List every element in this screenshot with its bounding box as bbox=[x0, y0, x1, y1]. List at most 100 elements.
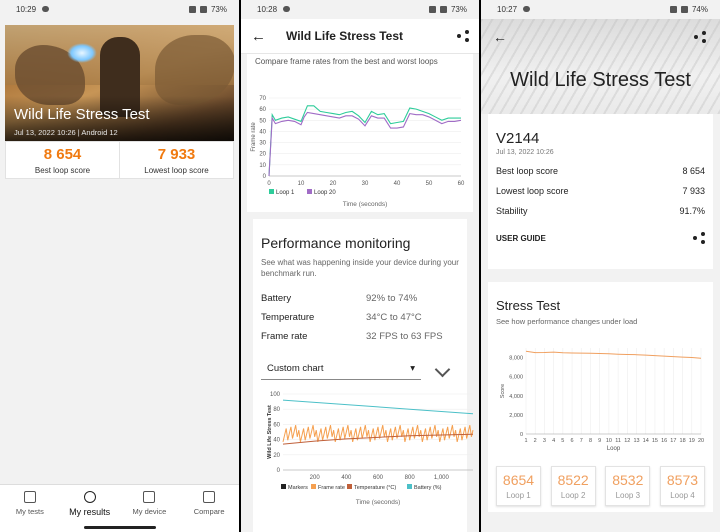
wifi-icon bbox=[669, 6, 677, 13]
y-tick-label: 100 bbox=[270, 392, 281, 398]
y-axis-label: Wild Life Stress Test bbox=[267, 405, 273, 459]
status-bar: 10:28 73% bbox=[241, 0, 479, 19]
back-arrow-icon[interactable]: ← bbox=[493, 29, 507, 45]
legend-label: Loop 1 bbox=[276, 190, 295, 196]
x-tick-label: 40 bbox=[394, 181, 401, 187]
y-tick-label: 2,000 bbox=[509, 413, 523, 419]
y-tick-label: 50 bbox=[259, 118, 266, 124]
loop-card[interactable]: 8654 Loop 1 bbox=[496, 466, 541, 506]
series-line bbox=[268, 105, 461, 177]
y-tick-label: 6,000 bbox=[509, 375, 523, 381]
edit-pencil-icon[interactable] bbox=[434, 361, 451, 377]
legend-label: Temperature (°C) bbox=[354, 485, 396, 491]
battery-percent: 73% bbox=[210, 5, 227, 14]
loop-scores: 8654 Loop 1 8522 Loop 2 8532 Loop 3 8573 Loo… bbox=[496, 466, 705, 506]
performance-desc: See what was happening inside your devic… bbox=[261, 258, 459, 278]
legend-label: Markers bbox=[288, 485, 308, 491]
x-tick-label: 60 bbox=[458, 181, 465, 187]
x-tick-label: 200 bbox=[310, 475, 321, 481]
hero-title: Wild Life Stress Test bbox=[14, 106, 150, 123]
back-arrow-icon[interactable]: ← bbox=[251, 27, 266, 45]
x-tick-label: 17 bbox=[670, 438, 676, 444]
x-tick-label: 5 bbox=[561, 438, 564, 444]
y-tick-label: 10 bbox=[259, 163, 266, 169]
app-bar: ← Wild Life Stress Test bbox=[241, 19, 479, 54]
x-axis-label: Time (seconds) bbox=[356, 499, 401, 506]
app-bar-title: Wild Life Stress Test bbox=[286, 29, 404, 43]
performance-chart: 0 20 40 60 80 100 200 400 600 800 1,000 Wild Life S… bbox=[267, 392, 474, 506]
best-loop-label: Best loop score bbox=[34, 166, 91, 175]
series-line bbox=[268, 111, 462, 177]
x-tick-label: 800 bbox=[405, 475, 416, 481]
hero-subtitle: Jul 13, 2022 10:26 | Android 12 bbox=[14, 128, 118, 137]
x-tick-label: 14 bbox=[643, 438, 649, 444]
compare-icon bbox=[203, 491, 216, 503]
x-tick-label: 3 bbox=[543, 438, 546, 444]
compare-caption: Compare frame rates from the best and wo… bbox=[255, 57, 438, 66]
y-tick-label: 0 bbox=[277, 468, 281, 474]
message-icon bbox=[42, 6, 50, 12]
x-tick-label: 11 bbox=[615, 438, 621, 444]
x-tick-label: 13 bbox=[633, 438, 639, 444]
stress-desc: See how performance changes under load bbox=[496, 317, 638, 326]
user-guide-row: USER GUIDE bbox=[496, 232, 705, 244]
stress-summary-screen: 10:27 74% ← Wild Life Stress Test V2144 … bbox=[481, 0, 720, 532]
x-tick-label: 15 bbox=[652, 438, 658, 444]
performance-title: Performance monitoring bbox=[261, 235, 411, 251]
loop-card[interactable]: 8573 Loop 4 bbox=[659, 466, 705, 506]
battery-icon bbox=[439, 6, 447, 13]
nav-my-device[interactable]: My device bbox=[120, 485, 180, 532]
status-time: 10:29 bbox=[16, 5, 37, 14]
share-icon[interactable] bbox=[457, 30, 469, 42]
y-tick-label: 0 bbox=[520, 432, 523, 438]
frame-rate-chart: 0 10 20 30 40 50 60 70 0 10 20 30 40 50 60 Frame rate Lo… bbox=[251, 96, 465, 208]
status-bar: 10:27 74% bbox=[481, 0, 720, 19]
row-lowest-loop: Lowest loop score 7 933 bbox=[496, 186, 705, 196]
message-icon bbox=[523, 6, 531, 12]
x-tick-label: 16 bbox=[661, 438, 667, 444]
legend-swatch bbox=[281, 484, 286, 489]
message-icon bbox=[283, 6, 291, 12]
custom-chart-dropdown[interactable]: Custom chart ▾ bbox=[261, 358, 421, 380]
y-tick-label: 60 bbox=[259, 107, 266, 113]
metric-row-frame-rate: Frame rate 32 FPS to 63 FPS bbox=[261, 331, 443, 342]
share-icon[interactable] bbox=[694, 31, 706, 43]
x-tick-label: 7 bbox=[580, 438, 583, 444]
nav-my-results[interactable]: My results bbox=[60, 485, 120, 532]
results-screen: 10:29 73% Wild Life Stress Test Jul 13, … bbox=[0, 0, 239, 532]
legend-swatch bbox=[347, 484, 352, 489]
y-tick-label: 30 bbox=[259, 141, 266, 147]
y-tick-label: 4,000 bbox=[509, 394, 523, 400]
y-tick-label: 60 bbox=[273, 422, 280, 428]
y-tick-label: 8,000 bbox=[509, 356, 523, 362]
legend-label: Battery (%) bbox=[414, 485, 442, 491]
result-date: Jul 13, 2022 10:26 bbox=[496, 149, 554, 156]
user-guide-link[interactable]: USER GUIDE bbox=[496, 233, 546, 243]
metric-row-battery: Battery 92% to 74% bbox=[261, 293, 418, 304]
wifi-icon bbox=[428, 6, 436, 13]
series-line bbox=[282, 433, 474, 445]
nav-compare[interactable]: Compare bbox=[179, 485, 239, 532]
loop-card[interactable]: 8532 Loop 3 bbox=[605, 466, 651, 506]
result-card-hero[interactable]: Wild Life Stress Test Jul 13, 2022 10:26… bbox=[5, 25, 234, 141]
x-tick-label: 20 bbox=[698, 438, 704, 444]
score-summary: 8 654 Best loop score 7 933 Lowest loop … bbox=[5, 141, 234, 179]
x-axis-label: Loop bbox=[607, 446, 621, 452]
x-tick-label: 10 bbox=[298, 181, 305, 187]
series-line bbox=[282, 399, 474, 415]
x-tick-label: 30 bbox=[362, 181, 369, 187]
x-tick-label: 8 bbox=[589, 438, 592, 444]
x-tick-label: 0 bbox=[267, 181, 271, 187]
chart-selector: Custom chart ▾ bbox=[261, 358, 459, 380]
legend-swatch bbox=[307, 189, 312, 194]
nav-my-tests[interactable]: My tests bbox=[0, 485, 60, 532]
row-stability: Stability 91.7% bbox=[496, 206, 705, 216]
legend-swatch bbox=[269, 189, 274, 194]
status-bar: 10:29 73% bbox=[0, 0, 239, 19]
share-icon[interactable] bbox=[693, 232, 705, 244]
tests-icon bbox=[23, 491, 36, 503]
device-name: V2144 bbox=[496, 130, 540, 147]
x-tick-label: 600 bbox=[373, 475, 384, 481]
loop-card[interactable]: 8522 Loop 2 bbox=[550, 466, 596, 506]
x-tick-label: 18 bbox=[680, 438, 686, 444]
